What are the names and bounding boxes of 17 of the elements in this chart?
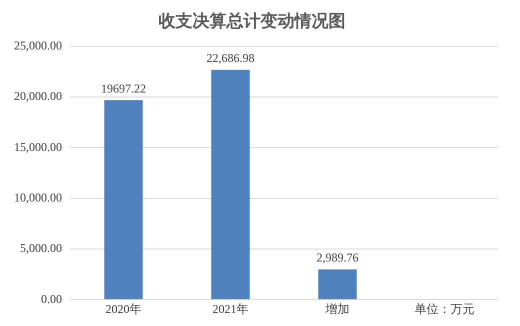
y-tick-label: 25,000.00: [14, 38, 62, 53]
chart-title: 收支决算总计变动情况图: [158, 12, 346, 31]
data-label: 2,989.76: [316, 250, 358, 264]
x-tick-label: 增加: [324, 302, 350, 316]
bar: [211, 70, 250, 300]
x-tick-label: 2021年: [212, 302, 248, 316]
data-label: 22,686.98: [206, 50, 254, 65]
bar: [104, 100, 143, 300]
y-tick-label: 10,000.00: [14, 190, 62, 204]
data-label: 19697.22: [101, 81, 146, 96]
y-tick-label: 15,000.00: [14, 140, 62, 154]
y-tick-label: 5,000.00: [20, 241, 62, 256]
y-tick-label: 0.00: [41, 292, 62, 306]
x-tick-label: 2020年: [106, 302, 142, 316]
y-tick-label: 20,000.00: [14, 89, 62, 104]
x-tick-label: 单位：万元: [414, 302, 474, 316]
bar: [318, 269, 357, 300]
